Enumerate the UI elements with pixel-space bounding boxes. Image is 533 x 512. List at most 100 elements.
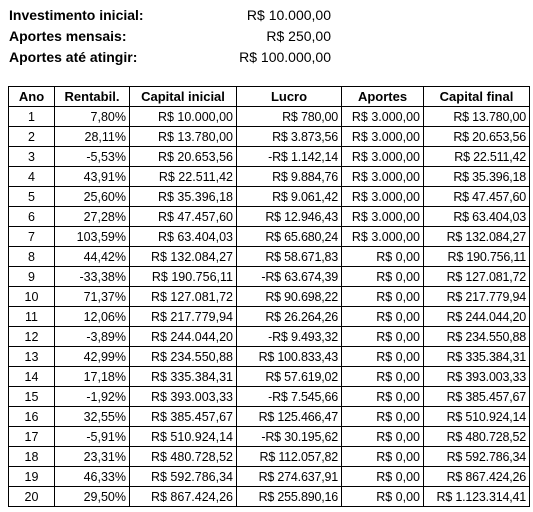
header-ano: Ano [8,86,55,107]
contribution-target-value: R$ 100.000,00 [239,49,331,65]
cell-capital-inicial: R$ 480.728,52 [129,446,237,467]
cell-ano: 5 [8,186,55,207]
cell-lucro: R$ 65.680,24 [236,226,342,247]
cell-capital-inicial: R$ 217.779,94 [129,306,237,327]
cell-rentabilidade: 44,42% [54,246,130,267]
cell-ano: 19 [8,466,55,487]
table-row: 4 43,91% R$ 22.511,42 R$ 9.884,76 R$ 3.000,0… [8,166,530,187]
cell-ano: 4 [8,166,55,187]
cell-final: R$ 867.424,26 [423,466,530,487]
cell-capital-inicial: R$ 13.780,00 [129,126,237,147]
cell-lucro: R$ 100.833,43 [236,346,342,367]
cell-final: R$ 385.457,67 [423,386,530,407]
cell-lucro: R$ 26.264,26 [236,306,342,327]
cell-capital-inicial: R$ 10.000,00 [129,106,237,127]
cell-lucro: -R$ 9.493,32 [236,326,342,347]
cell-aportes: R$ 3.000,00 [341,186,424,207]
table-row: 19 46,33% R$ 592.786,34 R$ 274.637,91 R$ 0,0… [8,466,530,487]
cell-capital-inicial: R$ 385.457,67 [129,406,237,427]
cell-rentabilidade: 7,80% [54,106,130,127]
cell-final: R$ 132.084,27 [423,226,530,247]
results-table-body: 1 7,80% R$ 10.000,00 R$ 780,00 R$ 3.000,00 R$… [8,106,530,507]
cell-aportes: R$ 3.000,00 [341,146,424,167]
cell-capital-inicial: R$ 867.424,26 [129,486,237,507]
cell-aportes: R$ 3.000,00 [341,206,424,227]
cell-final: R$ 190.756,11 [423,246,530,267]
cell-aportes: R$ 0,00 [341,346,424,367]
cell-rentabilidade: 32,55% [54,406,130,427]
cell-capital-inicial: R$ 20.653,56 [129,146,237,167]
monthly-contribution-label: Aportes mensais: [9,28,127,44]
header-lucro: Lucro [236,86,342,107]
initial-investment-value: R$ 10.000,00 [246,7,331,23]
cell-final: R$ 217.779,94 [423,286,530,307]
cell-capital-inicial: R$ 132.084,27 [129,246,237,267]
table-row: 3 -5,53% R$ 20.653,56 -R$ 1.142,14 R$ 3.000,… [8,146,530,167]
cell-ano: 16 [8,406,55,427]
cell-final: R$ 127.081,72 [423,266,530,287]
cell-rentabilidade: -5,53% [54,146,130,167]
contribution-target-row: Aportes até atingir: R$ 100.000,00 [9,47,331,68]
table-row: 18 23,31% R$ 480.728,52 R$ 112.057,82 R$ 0,0… [8,446,530,467]
cell-aportes: R$ 0,00 [341,446,424,467]
cell-lucro: R$ 112.057,82 [236,446,342,467]
cell-lucro: R$ 12.946,43 [236,206,342,227]
cell-ano: 8 [8,246,55,267]
cell-final: R$ 63.404,03 [423,206,530,227]
cell-capital-inicial: R$ 234.550,88 [129,346,237,367]
cell-rentabilidade: 27,28% [54,206,130,227]
monthly-contribution-value: R$ 250,00 [266,28,331,44]
table-row: 1 7,80% R$ 10.000,00 R$ 780,00 R$ 3.000,00 R$… [8,106,530,127]
cell-aportes: R$ 3.000,00 [341,106,424,127]
cell-rentabilidade: 17,18% [54,366,130,387]
cell-capital-inicial: R$ 63.404,03 [129,226,237,247]
header-capital-final: Capital final [423,86,530,107]
cell-final: R$ 335.384,31 [423,346,530,367]
cell-final: R$ 35.396,18 [423,166,530,187]
table-row: 10 71,37% R$ 127.081,72 R$ 90.698,22 R$ 0,00… [8,286,530,307]
cell-rentabilidade: -1,92% [54,386,130,407]
cell-capital-inicial: R$ 35.396,18 [129,186,237,207]
cell-aportes: R$ 0,00 [341,366,424,387]
cell-rentabilidade: 46,33% [54,466,130,487]
cell-rentabilidade: 103,59% [54,226,130,247]
cell-lucro: R$ 274.637,91 [236,466,342,487]
cell-ano: 12 [8,326,55,347]
cell-ano: 17 [8,426,55,447]
cell-aportes: R$ 0,00 [341,306,424,327]
cell-aportes: R$ 0,00 [341,406,424,427]
table-row: 6 27,28% R$ 47.457,60 R$ 12.946,43 R$ 3.000,… [8,206,530,227]
cell-capital-inicial: R$ 592.786,34 [129,466,237,487]
contribution-target-label: Aportes até atingir: [9,49,138,65]
cell-rentabilidade: 23,31% [54,446,130,467]
cell-rentabilidade: 71,37% [54,286,130,307]
cell-ano: 18 [8,446,55,467]
cell-lucro: R$ 90.698,22 [236,286,342,307]
cell-lucro: R$ 255.890,16 [236,486,342,507]
cell-aportes: R$ 0,00 [341,466,424,487]
cell-lucro: R$ 57.619,02 [236,366,342,387]
investment-summary: Investimento inicial: R$ 10.000,00 Aport… [9,5,331,68]
cell-aportes: R$ 3.000,00 [341,126,424,147]
cell-aportes: R$ 0,00 [341,426,424,447]
cell-capital-inicial: R$ 127.081,72 [129,286,237,307]
cell-lucro: R$ 58.671,83 [236,246,342,267]
cell-lucro: -R$ 63.674,39 [236,266,342,287]
cell-lucro: R$ 3.873,56 [236,126,342,147]
cell-lucro: R$ 9.884,76 [236,166,342,187]
cell-final: R$ 13.780,00 [423,106,530,127]
monthly-contribution-row: Aportes mensais: R$ 250,00 [9,26,331,47]
results-table-header: Ano Rentabil. Capital inicial Lucro Apor… [8,86,530,107]
header-aportes: Aportes [341,86,424,107]
table-row: 11 12,06% R$ 217.779,94 R$ 26.264,26 R$ 0,00… [8,306,530,327]
table-row: 7 103,59% R$ 63.404,03 R$ 65.680,24 R$ 3.000… [8,226,530,247]
header-row: Ano Rentabil. Capital inicial Lucro Apor… [8,86,530,107]
cell-ano: 7 [8,226,55,247]
cell-capital-inicial: R$ 190.756,11 [129,266,237,287]
cell-ano: 15 [8,386,55,407]
cell-ano: 3 [8,146,55,167]
table-row: 8 44,42% R$ 132.084,27 R$ 58.671,83 R$ 0,00 R… [8,246,530,267]
cell-final: R$ 234.550,88 [423,326,530,347]
cell-capital-inicial: R$ 393.003,33 [129,386,237,407]
cell-capital-inicial: R$ 47.457,60 [129,206,237,227]
